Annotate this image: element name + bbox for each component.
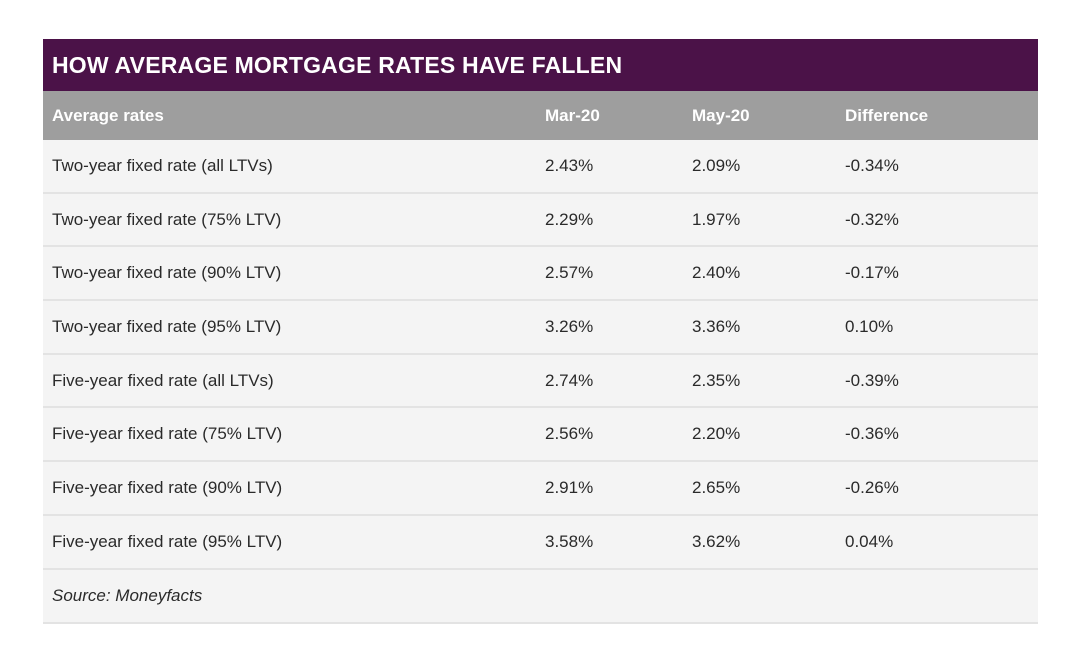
may-20-value: 3.62% [692, 531, 741, 551]
table-header-row: Average rates Mar-20 May-20 Difference [43, 91, 1038, 140]
difference-value: -0.17% [845, 263, 899, 283]
difference-value: 0.10% [845, 316, 894, 336]
may-20-value: 2.65% [692, 477, 741, 497]
row-label: Two-year fixed rate (75% LTV) [52, 209, 282, 229]
may-20-value: 1.97% [692, 209, 741, 229]
table-row: Five-year fixed rate (75% LTV) 2.56% 2.2… [43, 408, 1038, 463]
mar-20-value: 2.29% [545, 209, 594, 229]
mar-20-value: 3.58% [545, 531, 594, 551]
row-label: Two-year fixed rate (90% LTV) [52, 263, 282, 283]
row-label: Five-year fixed rate (95% LTV) [52, 531, 283, 551]
mar-20-value: 2.57% [545, 263, 594, 283]
header-difference: Difference [845, 105, 929, 125]
mar-20-value: 3.26% [545, 316, 594, 336]
may-20-value: 2.09% [692, 155, 741, 175]
mar-20-value: 2.43% [545, 155, 594, 175]
row-label: Five-year fixed rate (all LTVs) [52, 370, 274, 390]
row-label: Two-year fixed rate (all LTVs) [52, 155, 273, 175]
table-row: Five-year fixed rate (90% LTV) 2.91% 2.6… [43, 462, 1038, 516]
source-note: Source: Moneyfacts [43, 569, 1038, 624]
difference-value: -0.26% [845, 477, 899, 497]
may-20-value: 2.35% [692, 370, 741, 390]
header-may-20: May-20 [692, 105, 750, 125]
mar-20-value: 2.56% [545, 424, 594, 444]
difference-value: -0.34% [845, 155, 899, 175]
may-20-value: 2.40% [692, 263, 741, 283]
header-mar-20: Mar-20 [545, 105, 600, 125]
row-label: Five-year fixed rate (90% LTV) [52, 477, 283, 497]
difference-value: 0.04% [845, 531, 894, 551]
row-label: Two-year fixed rate (95% LTV) [52, 316, 282, 336]
difference-value: -0.36% [845, 424, 899, 444]
table-row: Five-year fixed rate (all LTVs) 2.74% 2.… [43, 354, 1038, 409]
table-row: Five-year fixed rate (95% LTV) 3.58% 3.6… [43, 515, 1038, 570]
mar-20-value: 2.91% [545, 477, 594, 497]
header-average-rates: Average rates [52, 105, 164, 125]
may-20-value: 3.36% [692, 316, 741, 336]
mar-20-value: 2.74% [545, 370, 594, 390]
table-row: Two-year fixed rate (all LTVs) 2.43% 2.0… [43, 140, 1038, 194]
difference-value: -0.32% [845, 209, 899, 229]
may-20-value: 2.20% [692, 424, 741, 444]
difference-value: -0.39% [845, 370, 899, 390]
table-row: Two-year fixed rate (95% LTV) 3.26% 3.36… [43, 301, 1038, 355]
table-row: Two-year fixed rate (75% LTV) 2.29% 1.97… [43, 193, 1038, 248]
table-row: Two-year fixed rate (90% LTV) 2.57% 2.40… [43, 247, 1038, 302]
table-title: HOW AVERAGE MORTGAGE RATES HAVE FALLEN [43, 39, 1038, 91]
mortgage-rates-table: HOW AVERAGE MORTGAGE RATES HAVE FALLEN A… [43, 39, 1038, 624]
row-label: Five-year fixed rate (75% LTV) [52, 424, 283, 444]
